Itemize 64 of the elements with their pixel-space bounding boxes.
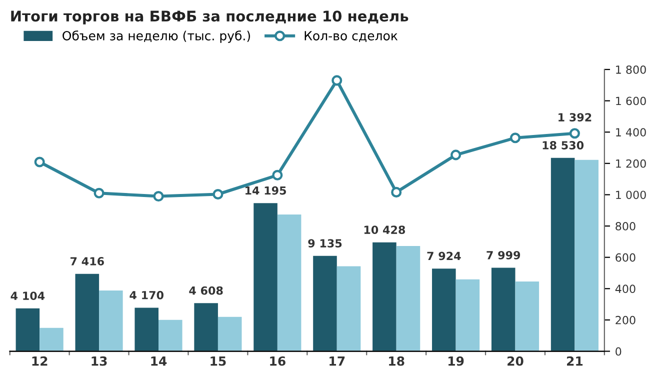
- bar: [491, 268, 516, 352]
- y2-tick-label: 600: [616, 253, 636, 262]
- bar: [372, 242, 396, 352]
- bar: [40, 328, 64, 352]
- bar: [218, 316, 242, 352]
- bar: [75, 274, 100, 352]
- point: [272, 170, 283, 180]
- bar: [336, 266, 361, 352]
- bar: [194, 303, 218, 352]
- data-label: 9 135: [308, 239, 342, 248]
- bar: [515, 281, 540, 352]
- x-tick-label: 13: [92, 356, 107, 366]
- x-tick-label: 14: [151, 356, 167, 366]
- bar: [432, 268, 456, 352]
- x-tick-label: 16: [270, 356, 286, 366]
- point: [569, 128, 580, 139]
- bar: [456, 279, 480, 352]
- x-tick-label: 21: [567, 356, 583, 366]
- bar: [134, 308, 158, 352]
- data-label: 18 530: [542, 141, 584, 150]
- point: [94, 188, 104, 198]
- y2-tick-label: 0: [616, 347, 622, 356]
- data-label: 7 924: [427, 252, 461, 260]
- legend-label: Кол-во сделок: [304, 31, 398, 42]
- point: [391, 186, 402, 198]
- bar: [396, 246, 420, 352]
- bar: [313, 256, 337, 352]
- point: [510, 132, 521, 144]
- y2-tick-label: 1 800: [616, 65, 646, 74]
- data-label: 14 195: [246, 186, 286, 195]
- x-tick-label: 15: [210, 356, 226, 366]
- y2-tick-label: 1 400: [616, 128, 646, 136]
- data-label: 4 104: [10, 292, 45, 300]
- bar: [574, 160, 598, 352]
- bar: [16, 308, 40, 352]
- bar: [254, 203, 278, 352]
- bar: [158, 320, 182, 352]
- bar: [277, 214, 302, 352]
- y2-tick-label: 200: [616, 316, 636, 324]
- y2-tick-label: 800: [616, 222, 636, 230]
- point: [212, 188, 224, 200]
- point: [153, 191, 164, 202]
- x-tick-label: 19: [448, 356, 464, 366]
- point: [332, 75, 342, 86]
- data-label: 10 428: [364, 226, 406, 234]
- x-tick-label: 17: [330, 356, 345, 366]
- y2-tick-label: 1 600: [616, 96, 646, 106]
- bar: [550, 158, 575, 352]
- y2-tick-label: 1 200: [616, 159, 646, 168]
- data-label: 7 999: [486, 250, 520, 260]
- legend-label: Объем за неделю (тыс. руб.): [62, 30, 250, 43]
- x-tick-label: 18: [389, 356, 404, 366]
- bar: [99, 290, 123, 352]
- data-label: 4 170: [130, 290, 164, 300]
- data-label: 7 416: [70, 257, 104, 266]
- x-tick-label: 20: [508, 356, 524, 366]
- chart-title: Итоги торгов на БВФБ за последние 10 недель: [11, 10, 408, 24]
- point: [450, 150, 462, 160]
- x-tick-label: 12: [32, 356, 48, 366]
- y2-tick-label: 1 000: [616, 190, 646, 200]
- data-label: 1 392: [558, 113, 592, 122]
- data-label: 4 608: [189, 286, 223, 295]
- y2-tick-label: 400: [615, 284, 636, 294]
- point: [34, 156, 45, 168]
